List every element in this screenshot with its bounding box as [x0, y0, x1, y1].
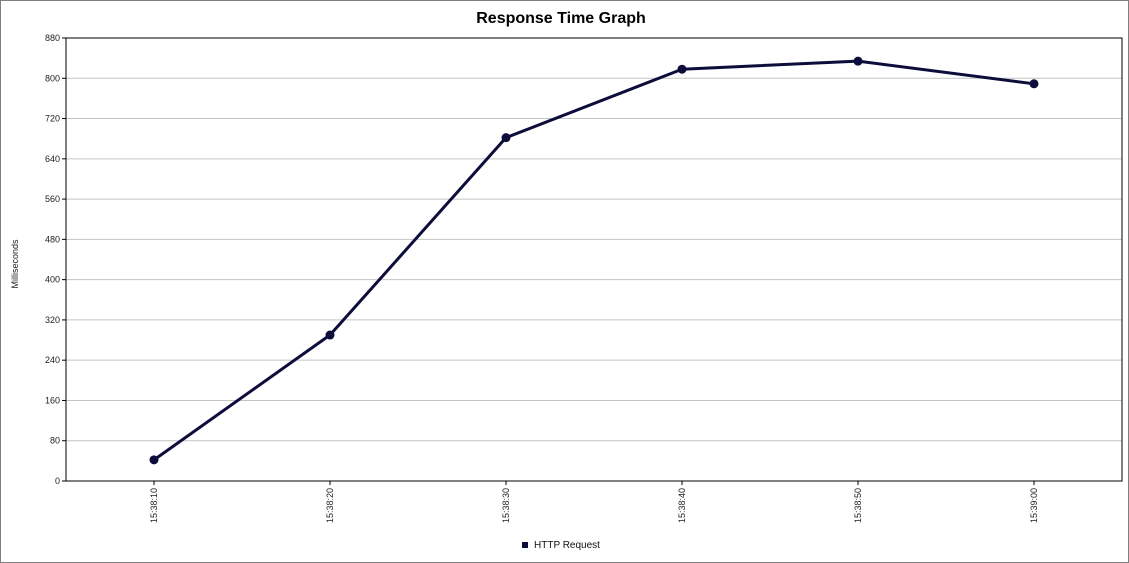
y-tick-label: 240	[45, 355, 60, 365]
x-axis-ticks: 15:38:10 15:38:20 15:38:30 15:38:40 15:38:50…	[149, 481, 1039, 523]
x-tick-label: 15:39:00	[1029, 488, 1039, 523]
chart-title: Response Time Graph	[476, 10, 646, 27]
y-tick-label: 400	[45, 275, 60, 285]
x-tick-label: 15:38:10	[149, 488, 159, 523]
y-tick-label: 160	[45, 395, 60, 405]
data-point	[325, 330, 335, 340]
x-tick-label: 15:38:20	[325, 488, 335, 523]
y-tick-label: 640	[45, 154, 60, 164]
y-axis-label: Milliseconds	[10, 239, 20, 289]
data-point	[501, 133, 511, 143]
x-tick-label: 15:38:30	[501, 488, 511, 523]
series-line	[153, 59, 1035, 462]
legend-label: HTTP Request	[534, 540, 600, 551]
y-tick-label: 800	[45, 73, 60, 83]
y-tick-label: 480	[45, 234, 60, 244]
y-axis-ticks: 0 80 160 240 320 400 480 560 640 720 800 880	[45, 33, 66, 486]
data-point	[853, 56, 863, 66]
y-tick-label: 320	[45, 315, 60, 325]
data-point	[149, 455, 159, 465]
gridlines	[66, 77, 1122, 442]
x-tick-label: 15:38:40	[677, 488, 687, 523]
y-tick-label: 880	[45, 33, 60, 43]
data-point	[677, 64, 687, 74]
y-tick-label: 80	[50, 436, 60, 446]
plot-area	[65, 37, 1123, 482]
y-tick-label: 560	[45, 194, 60, 204]
data-point	[1029, 79, 1039, 89]
y-tick-label: 720	[45, 114, 60, 124]
x-tick-label: 15:38:50	[853, 488, 863, 523]
legend: HTTP Request	[522, 540, 600, 551]
y-tick-label: 0	[55, 476, 60, 486]
series-layer	[149, 56, 1039, 465]
legend-swatch	[522, 542, 528, 548]
